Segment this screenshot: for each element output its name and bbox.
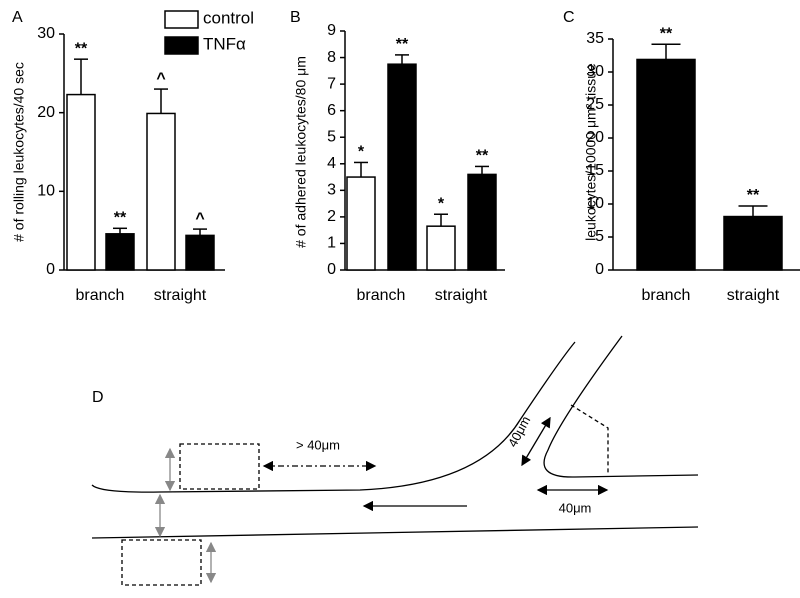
panel-label: A <box>12 9 23 26</box>
y-tick-label: 15 <box>586 162 604 179</box>
significance-label: ^ <box>195 210 204 227</box>
panel-label: C <box>563 9 575 26</box>
roi-box <box>179 443 260 490</box>
bar <box>387 63 417 271</box>
x-tick-label: straight <box>154 287 207 304</box>
panel-label: D <box>92 389 104 406</box>
x-tick-label: straight <box>435 287 488 304</box>
significance-label: ^ <box>156 70 165 87</box>
y-tick-label: 35 <box>586 30 604 47</box>
y-tick-label: 9 <box>327 22 336 39</box>
distance-label: 40μm <box>559 500 592 515</box>
bar <box>105 233 135 271</box>
bar <box>66 93 96 271</box>
significance-label: ** <box>396 36 409 53</box>
y-tick-label: 7 <box>327 75 336 92</box>
y-tick-label: 4 <box>327 155 336 172</box>
guide-line <box>570 404 609 474</box>
charts: A# of rolling leukocytes/40 sec0102030br… <box>11 8 800 304</box>
y-tick-label: 2 <box>327 208 336 225</box>
y-tick-label: 30 <box>37 25 55 42</box>
significance-label: ** <box>476 148 489 165</box>
significance-label: * <box>438 195 445 212</box>
y-tick-label: 5 <box>327 128 336 145</box>
significance-label: ** <box>75 40 88 57</box>
significance-label: ** <box>747 187 760 204</box>
distance-label: 40μm <box>505 414 534 450</box>
y-tick-label: 10 <box>586 195 604 212</box>
y-tick-label: 0 <box>46 261 55 278</box>
bar <box>146 112 176 271</box>
vessel-wall <box>543 335 699 478</box>
legend-swatch <box>164 36 199 55</box>
y-tick-label: 10 <box>37 183 55 200</box>
legend-label: TNFα <box>203 34 246 53</box>
legend-label: control <box>203 8 254 27</box>
y-axis-label: # of adhered leukocytes/80 μm <box>293 56 309 248</box>
x-tick-label: branch <box>357 287 406 304</box>
legend-swatch <box>164 10 199 29</box>
bar <box>426 225 456 271</box>
x-tick-label: straight <box>727 287 780 304</box>
significance-label: ** <box>114 210 127 227</box>
distance-label: > 40μm <box>296 437 340 452</box>
panel-label: B <box>290 9 301 26</box>
bar <box>636 58 696 271</box>
distance-arrow <box>521 416 551 467</box>
y-tick-label: 30 <box>586 63 604 80</box>
bar <box>346 176 376 271</box>
y-tick-label: 6 <box>327 102 336 119</box>
roi-box <box>121 539 202 586</box>
y-tick-label: 0 <box>595 261 604 278</box>
y-tick-label: 8 <box>327 49 336 66</box>
bar <box>723 215 783 271</box>
diagram: D > 40μm 40μm 40μm <box>91 335 699 586</box>
y-tick-label: 20 <box>37 104 55 121</box>
x-tick-label: branch <box>642 287 691 304</box>
y-tick-label: 0 <box>327 261 336 278</box>
significance-label: * <box>358 144 365 161</box>
y-tick-label: 25 <box>586 96 604 113</box>
y-tick-label: 1 <box>327 235 336 252</box>
y-axis-label: # of rolling leukocytes/40 sec <box>11 62 27 242</box>
significance-label: ** <box>660 25 673 42</box>
y-tick-label: 3 <box>327 182 336 199</box>
y-axis-label: leukocytes/10000 μm² tissue <box>583 63 599 241</box>
bar <box>185 234 215 271</box>
y-tick-label: 5 <box>595 228 604 245</box>
vessel-wall <box>91 341 576 493</box>
bar <box>467 173 497 271</box>
y-tick-label: 20 <box>586 129 604 146</box>
vessel-wall <box>91 526 699 539</box>
x-tick-label: branch <box>76 287 125 304</box>
